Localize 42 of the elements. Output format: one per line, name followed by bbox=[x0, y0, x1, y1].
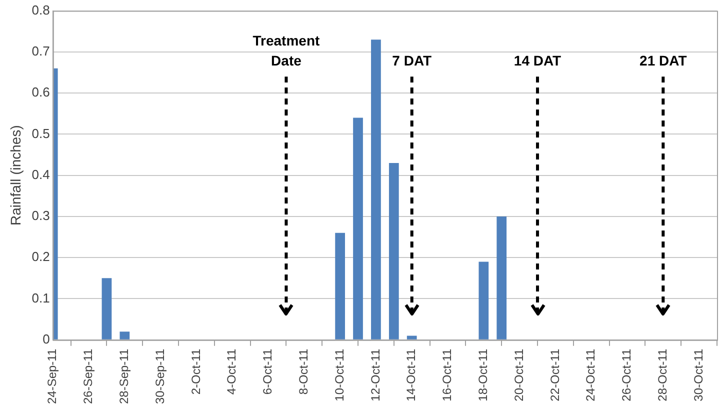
bar bbox=[478, 262, 489, 340]
ref-line-label: 7 DAT bbox=[392, 52, 432, 68]
x-tick-label: 4-Oct-11 bbox=[224, 348, 239, 395]
bar bbox=[406, 336, 417, 340]
x-tick-label: 10-Oct-11 bbox=[332, 348, 346, 402]
x-tick-label: 24-Oct-11 bbox=[584, 348, 598, 402]
x-tick-label: 18-Oct-11 bbox=[476, 348, 490, 402]
x-tick-label: 28-Oct-11 bbox=[655, 348, 670, 402]
bar bbox=[496, 216, 507, 340]
y-tick-label: 0.8 bbox=[32, 2, 50, 18]
ref-line-label: 21 DAT bbox=[640, 52, 688, 68]
y-tick-label: 0.2 bbox=[32, 249, 50, 264]
bar bbox=[120, 332, 130, 340]
bar bbox=[388, 162, 399, 340]
y-tick-label: 0.4 bbox=[32, 166, 50, 182]
bar bbox=[371, 40, 381, 340]
y-tick-label: 0 bbox=[42, 331, 50, 346]
y-tick-label: 0.1 bbox=[32, 290, 50, 306]
x-tick-label: 14-Oct-11 bbox=[404, 348, 418, 402]
y-tick-label: 0.7 bbox=[32, 44, 50, 59]
y-tick-label: 0.6 bbox=[32, 84, 50, 100]
x-tick-label: 8-Oct-11 bbox=[296, 348, 310, 395]
x-tick-label: 6-Oct-11 bbox=[260, 348, 275, 395]
x-tick-label: 28-Sep-11 bbox=[116, 348, 131, 404]
bar bbox=[353, 118, 363, 340]
bar bbox=[102, 278, 112, 340]
x-tick-label: 24-Sep-11 bbox=[45, 348, 60, 404]
x-tick-label: 20-Oct-11 bbox=[512, 348, 526, 402]
x-tick-label: 30-Oct-11 bbox=[691, 348, 706, 402]
x-tick-label: 22-Oct-11 bbox=[548, 348, 562, 402]
x-tick-label: 16-Oct-11 bbox=[440, 348, 454, 402]
x-tick-label: 2-Oct-11 bbox=[188, 348, 203, 395]
x-tick-label: 12-Oct-11 bbox=[368, 348, 382, 402]
x-tick-label: 26-Sep-11 bbox=[81, 348, 96, 404]
ref-line-label: Treatment Date bbox=[252, 32, 320, 68]
x-tick-label: 30-Sep-11 bbox=[152, 348, 167, 404]
y-tick-label: 0.3 bbox=[32, 208, 50, 224]
y-axis-title: Rainfall (inches) bbox=[7, 125, 24, 226]
bar bbox=[335, 232, 345, 340]
ref-line-label: 14 DAT bbox=[514, 52, 562, 68]
y-tick-label: 0.5 bbox=[32, 126, 50, 141]
x-tick-label: 26-Oct-11 bbox=[620, 348, 634, 402]
